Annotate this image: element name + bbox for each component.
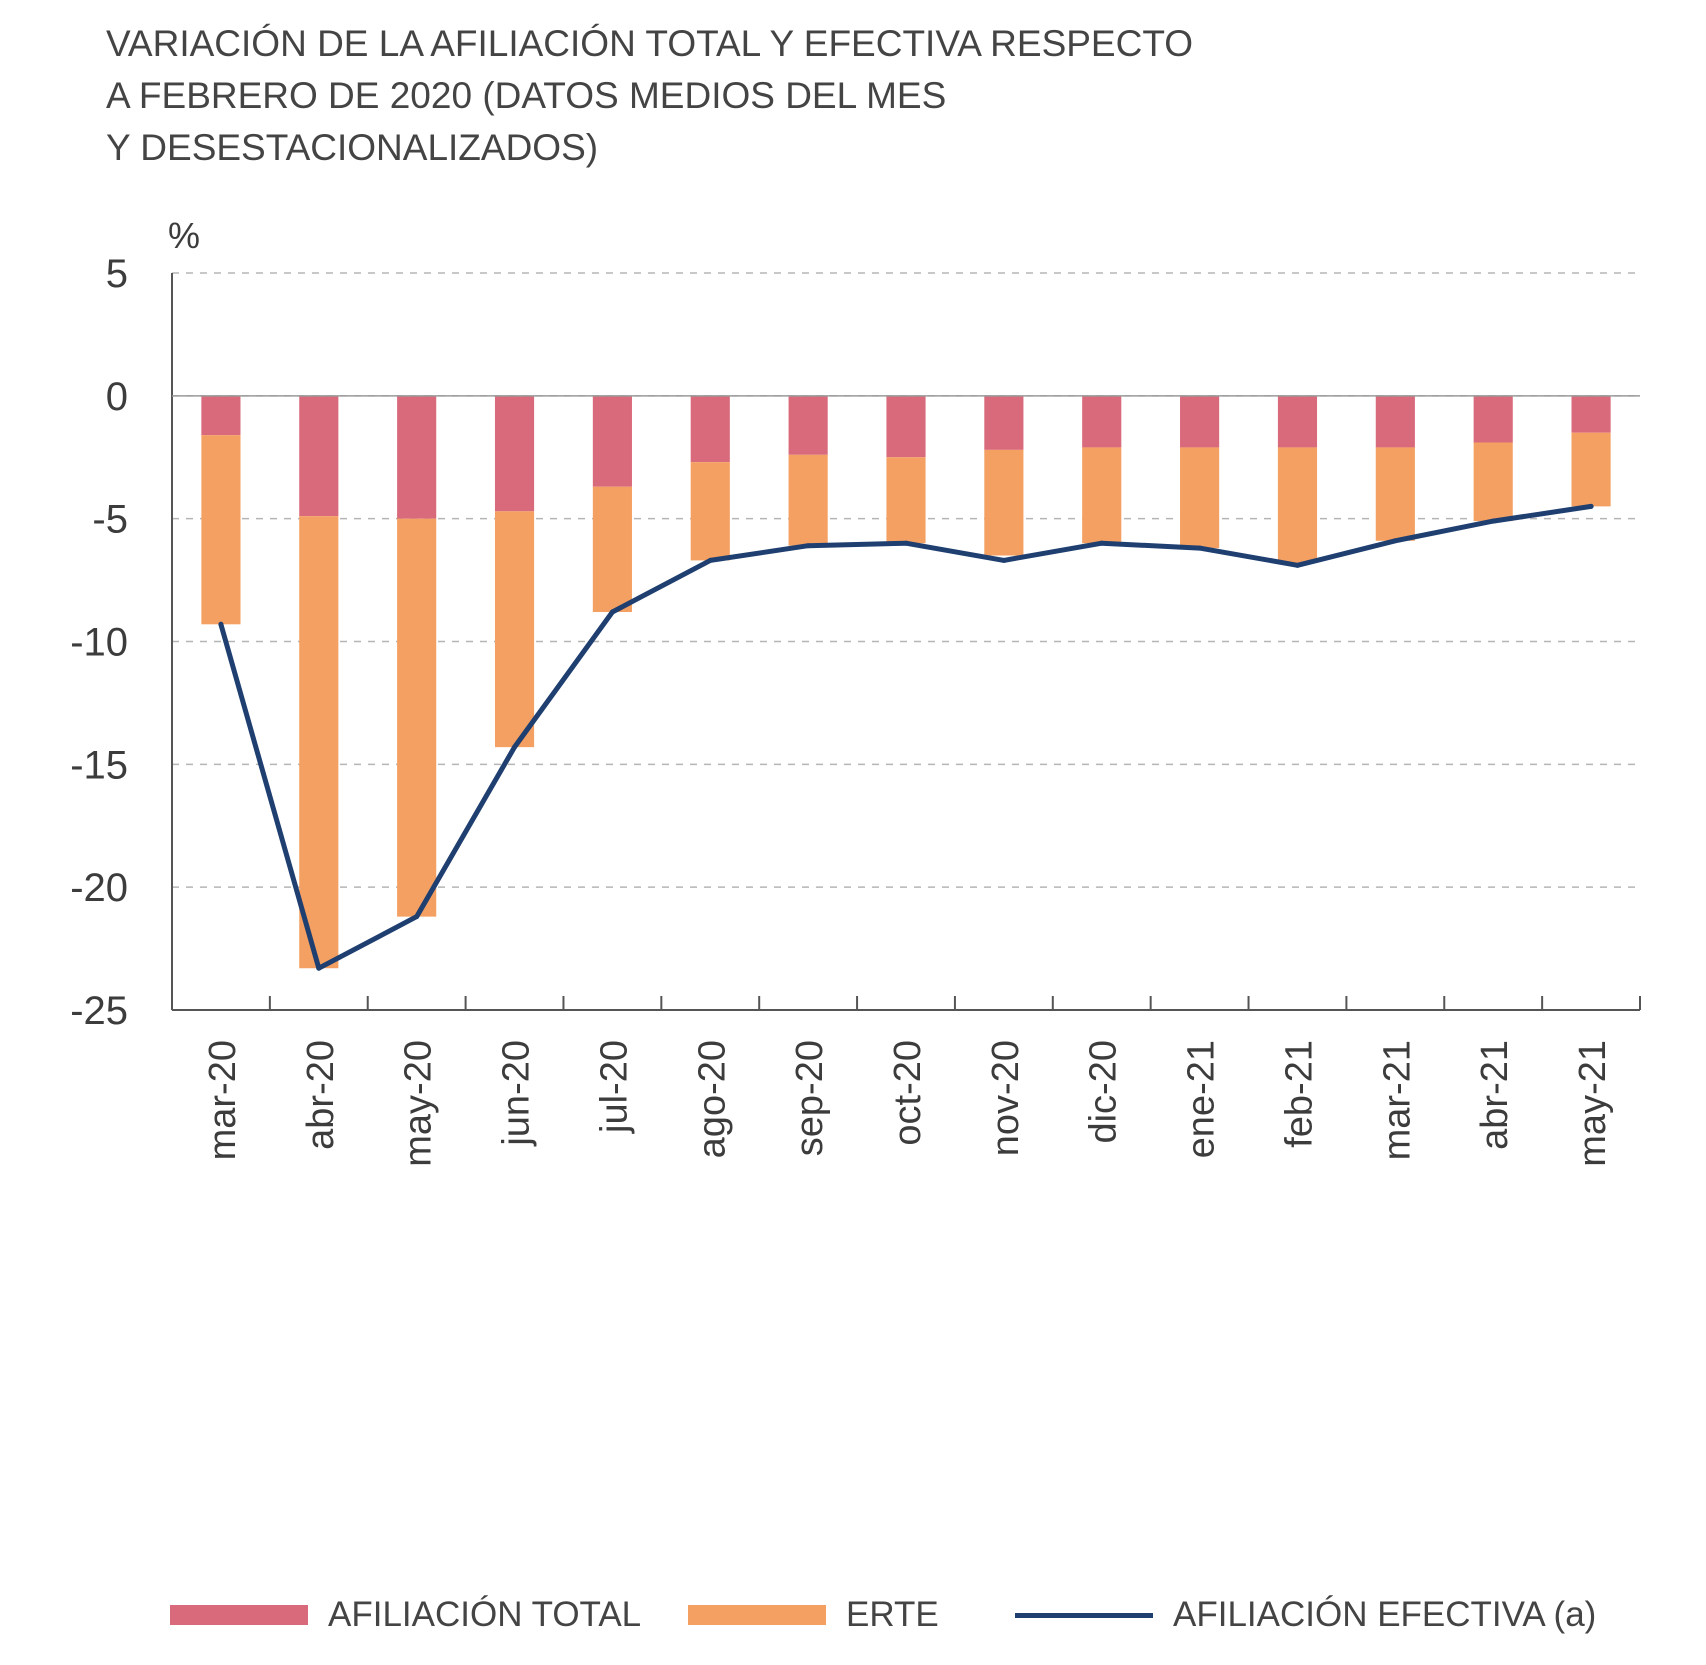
point-afiliacion-efectiva <box>1588 503 1594 509</box>
point-afiliacion-efectiva <box>805 543 811 549</box>
y-tick-label: 0 <box>106 375 128 419</box>
point-afiliacion-efectiva <box>1099 540 1105 546</box>
gridlines <box>172 272 1640 888</box>
bar-afiliacion-total <box>1571 395 1611 433</box>
bar-erte <box>299 516 339 969</box>
bar-afiliacion-total <box>494 395 535 512</box>
legend-label-afiliacion-efectiva: AFILIACIÓN EFECTIVA (a) <box>1173 1595 1597 1634</box>
effective-affiliation-line <box>218 503 1594 971</box>
bar-afiliacion-total <box>299 395 339 517</box>
x-tick-label: ene-21 <box>1181 1040 1223 1158</box>
bar-erte <box>984 449 1024 556</box>
bar-erte <box>886 457 926 544</box>
y-tick-label: -25 <box>70 989 128 1033</box>
x-tick-label: jun-20 <box>496 1040 538 1147</box>
x-tick-label: feb-21 <box>1278 1040 1320 1148</box>
bar-afiliacion-total <box>690 395 730 463</box>
bar-afiliacion-total <box>1082 395 1122 448</box>
legend-line-afiliacion-efectiva <box>1015 1612 1153 1618</box>
bar-erte <box>592 486 632 613</box>
legend-swatch-erte <box>688 1605 826 1625</box>
bar-erte <box>397 518 437 917</box>
legend-item-afiliacion-total: AFILIACIÓN TOTAL <box>170 1585 641 1645</box>
legend: AFILIACIÓN TOTAL ERTE AFILIACIÓN EFECTIV… <box>0 1585 1706 1645</box>
x-tick-label: ago-20 <box>691 1040 733 1158</box>
legend-label-erte: ERTE <box>846 1595 939 1634</box>
point-afiliacion-efectiva <box>218 621 224 627</box>
bar-afiliacion-total <box>1473 395 1513 443</box>
point-afiliacion-efectiva <box>1294 562 1300 568</box>
chart-title-line-3: Y DESESTACIONALIZADOS) <box>106 127 599 168</box>
x-tick-label: mar-21 <box>1376 1040 1418 1160</box>
chart-title: VARIACIÓN DE LA AFILIACIÓN TOTAL Y EFECT… <box>106 18 1606 174</box>
bar-erte <box>1180 447 1220 549</box>
legend-item-afiliacion-efectiva: AFILIACIÓN EFECTIVA (a) <box>1015 1585 1596 1645</box>
x-tick-label: oct-20 <box>887 1040 929 1146</box>
y-tick-label: -15 <box>70 743 128 787</box>
point-afiliacion-efectiva <box>512 744 518 750</box>
x-tick-label: jul-20 <box>593 1040 635 1134</box>
bar-afiliacion-total <box>886 395 926 458</box>
bar-erte <box>1277 447 1318 563</box>
x-tick-label: dic-20 <box>1083 1040 1125 1144</box>
chart-title-line-1: VARIACIÓN DE LA AFILIACIÓN TOTAL Y EFECT… <box>106 23 1194 64</box>
point-afiliacion-efectiva <box>609 609 615 615</box>
chart-title-line-2: A FEBRERO DE 2020 (DATOS MEDIOS DEL MES <box>106 75 947 116</box>
y-tick-label: -20 <box>70 866 128 910</box>
point-afiliacion-efectiva <box>1392 538 1398 544</box>
stacked-bar-line-chart: 5 0 -5 -10 -15 -20 -25% mar-20 abr-20 may-20 jun-2… <box>70 215 1641 1167</box>
bar-erte <box>1473 442 1513 522</box>
bars <box>201 395 1611 969</box>
x-tick-label: nov-20 <box>985 1040 1027 1156</box>
legend-label-afiliacion-total: AFILIACIÓN TOTAL <box>328 1595 642 1634</box>
point-afiliacion-efectiva <box>903 540 909 546</box>
point-afiliacion-efectiva <box>414 914 420 920</box>
bar-erte <box>788 454 828 546</box>
bar-afiliacion-total <box>592 395 632 487</box>
point-afiliacion-efectiva <box>316 965 322 971</box>
bar-erte <box>1082 447 1122 544</box>
x-tick-label: abr-21 <box>1474 1040 1516 1150</box>
bar-afiliacion-total <box>1180 395 1220 448</box>
bar-afiliacion-total <box>788 395 828 455</box>
bar-afiliacion-total <box>1277 395 1318 448</box>
y-tick-label: -10 <box>70 621 128 665</box>
y-axis-unit-label: % <box>168 215 200 256</box>
bar-afiliacion-total <box>1375 395 1415 448</box>
bar-afiliacion-total <box>201 395 241 436</box>
point-afiliacion-efectiva <box>1197 545 1203 551</box>
bar-erte <box>494 511 535 748</box>
x-tick-label: may-21 <box>1572 1040 1614 1167</box>
bar-afiliacion-total <box>397 395 437 519</box>
bar-erte <box>1375 447 1415 541</box>
point-afiliacion-efectiva <box>1490 518 1496 524</box>
x-tick-label: abr-20 <box>300 1040 342 1150</box>
bar-erte <box>690 462 730 561</box>
point-afiliacion-efectiva <box>707 557 713 563</box>
legend-swatch-afiliacion-total <box>170 1605 308 1625</box>
bar-erte <box>1571 432 1611 507</box>
y-tick-label: -5 <box>92 498 128 542</box>
x-tick-label: mar-20 <box>202 1040 244 1160</box>
x-tick-label: sep-20 <box>789 1040 831 1156</box>
axes <box>171 273 1641 1011</box>
bar-erte <box>201 435 241 625</box>
x-tick-label: may-20 <box>398 1040 440 1167</box>
bar-afiliacion-total <box>984 395 1024 450</box>
legend-item-erte: ERTE <box>688 1585 939 1645</box>
point-afiliacion-efectiva <box>1001 557 1007 563</box>
axis-labels: 5 0 -5 -10 -15 -20 -25% mar-20 abr-20 may-20 jun-2… <box>70 215 1614 1167</box>
y-tick-label: 5 <box>106 252 128 296</box>
